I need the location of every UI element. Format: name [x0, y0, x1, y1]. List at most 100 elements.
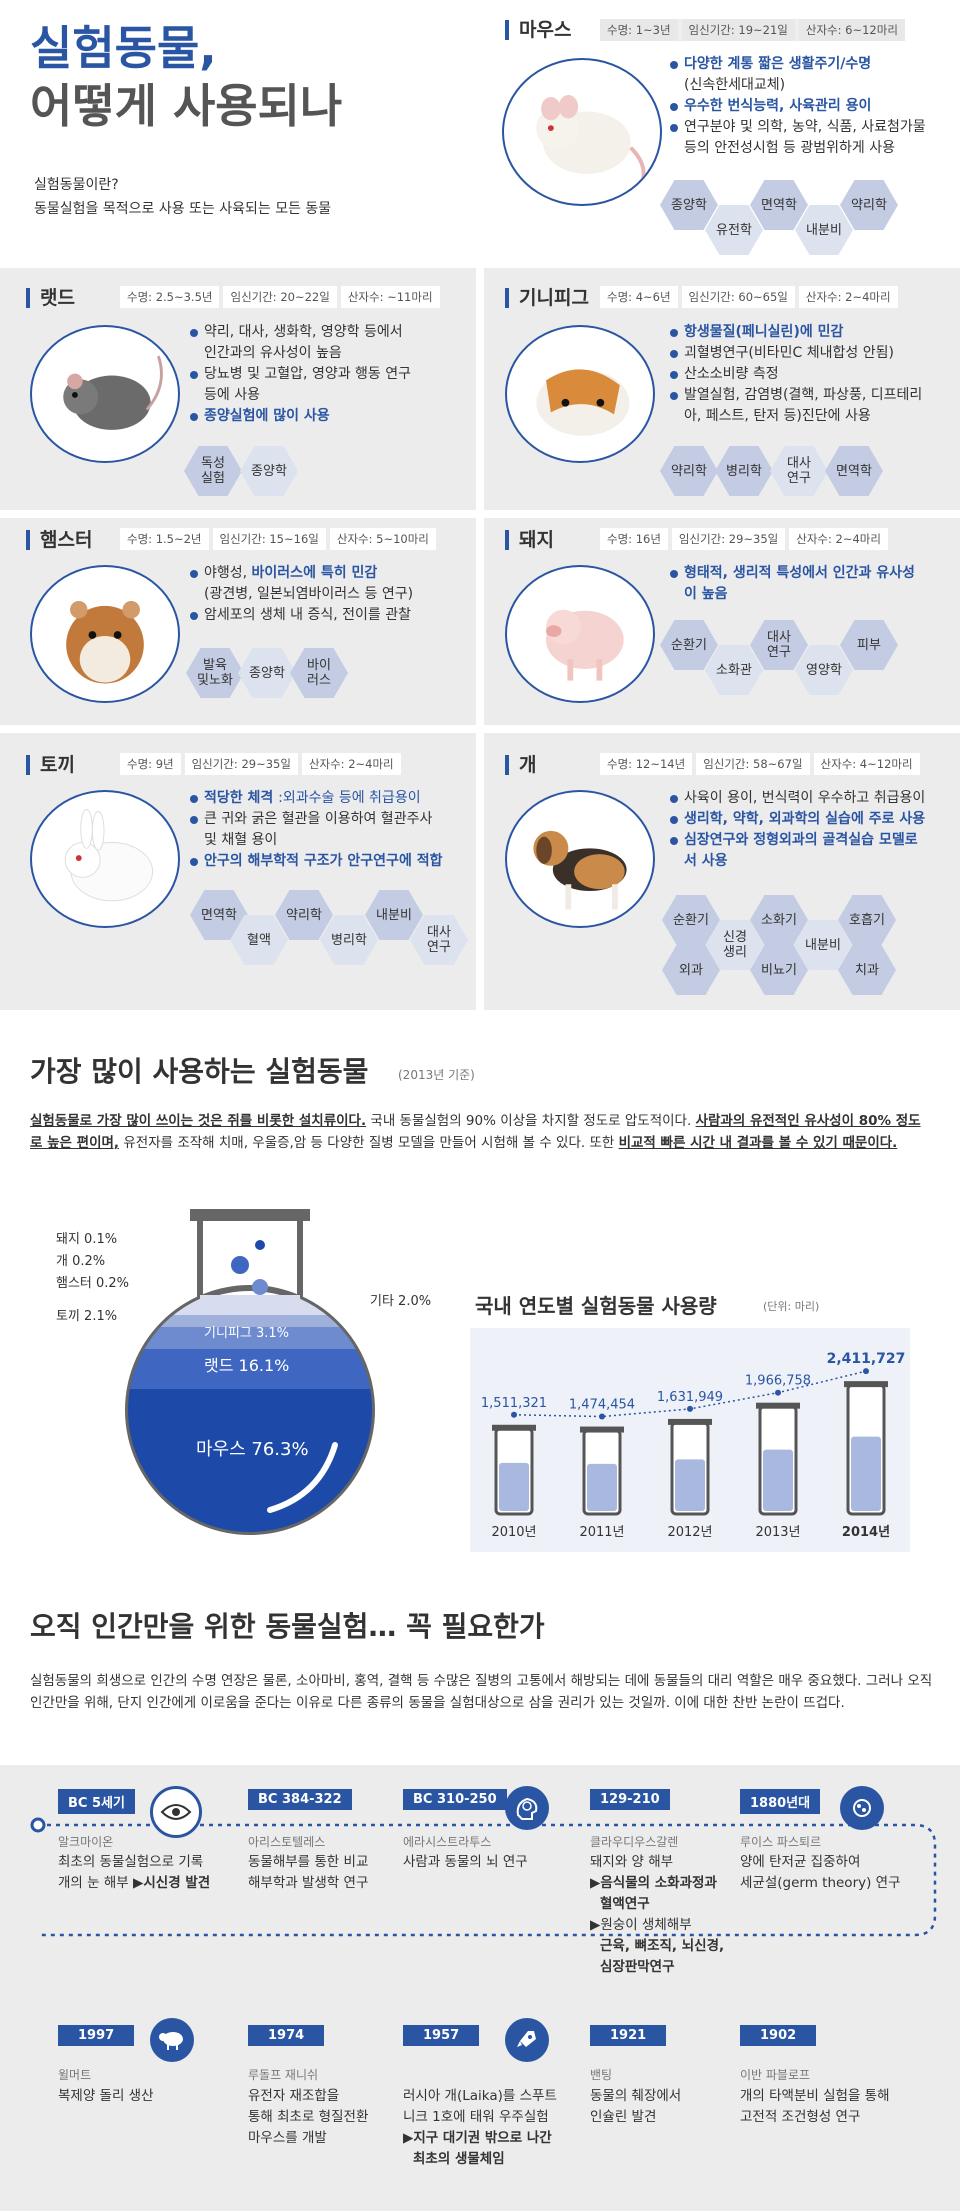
tl-e4-tag: 129-210: [590, 1789, 670, 1810]
guinea-stats: 수명: 4~6년 임신기간: 60~65일 산자수: 2~4마리: [600, 286, 898, 308]
hamster-gestation: 임신기간: 15~16일: [212, 528, 326, 550]
rabbit-b3: 안구의 해부학적 구조가 안구연구에 적합: [190, 851, 470, 872]
flask-label-dog: 개 0.2%: [56, 1254, 106, 1269]
tube-cap-3: [756, 1402, 800, 1409]
tube-fill-4: [851, 1436, 881, 1511]
tl-e6-tag: 1997: [58, 2025, 135, 2046]
dog-gestation: 임신기간: 58~67일: [696, 753, 810, 775]
pig-litter: 산자수: 2~4마리: [789, 528, 888, 550]
rat-gestation: 임신기간: 20~22일: [223, 286, 337, 308]
guinea-title: 기니피그: [505, 288, 589, 308]
mouse-lifespan: 수명: 1~3년: [600, 19, 678, 41]
hamster-b1a: 야행성,: [204, 565, 252, 581]
hamster-b1-cont: (광견병, 일본뇌염바이러스 등 연구): [204, 586, 414, 602]
value-label-3: 1,966,758: [745, 1374, 811, 1389]
hamster-litter: 산자수: 5~10마리: [329, 528, 436, 550]
dog-b3: 심장연구와 정형외과의 골격실습 모델로: [670, 830, 955, 851]
tube-cap-2: [668, 1418, 712, 1425]
tl-e4-text: 돼지와 양 해부 ▶음식물의 소화과정과 혈액연구 ▶원숭이 생체해부 근육, …: [590, 1852, 724, 1978]
pig-tag-nutrition: 영양학: [795, 645, 853, 695]
definition-text: 동물실험을 목적으로 사용 또는 사육되는 모든 동물: [34, 201, 332, 217]
rat-litter: 산자수: ~11마리: [340, 286, 440, 308]
rabbit-desc: 적당한 체격 :외과수술 등에 취급용이 큰 귀와 굵은 혈관을 이용하여 혈관…: [190, 788, 470, 872]
tl-e1-l2b: ▶시신경 발견: [132, 1875, 211, 1891]
flask-label-rat: 랫드 16.1%: [204, 1356, 290, 1375]
mouse-tag-genetics: 유전학: [705, 205, 763, 255]
tl-e5-text: 양에 탄저균 집중하여 세균설(germ theory) 연구: [740, 1852, 901, 1894]
dog-photo: [505, 790, 655, 928]
tl-e6-text: 복제양 돌리 생산: [58, 2086, 154, 2107]
mouse-b2: 우수한 번식능력, 사육관리 용이: [670, 96, 955, 117]
flask-highlight: [267, 1442, 338, 1513]
usage-flask: [125, 1209, 375, 1535]
flask-label-guinea: 기니피그 3.1%: [204, 1326, 289, 1341]
mouse-tag-immunology: 면역학: [750, 180, 808, 230]
flask-layer-mouse: [128, 1389, 372, 1532]
usage-subtitle: (2013년 기준): [398, 1068, 475, 1082]
mouse-gestation: 임신기간: 19~21일: [681, 19, 795, 41]
main-title-2: 어떻게 사용되나: [30, 79, 343, 133]
divider-v: [476, 268, 484, 1010]
rabbit-litter: 산자수: 2~4마리: [301, 753, 401, 775]
tl-e2-tag: BC 384-322: [248, 1789, 352, 1810]
guinea-gestation: 임신기간: 60~65일: [681, 286, 795, 308]
tl-e4-l4: ▶원숭이 생체해부: [590, 1917, 692, 1933]
ethics-body: 실험동물의 희생으로 인간의 수명 연장은 물론, 소아마비, 홍역, 결핵 등…: [30, 1673, 933, 1711]
pig-photo: [505, 565, 655, 703]
flask-label-mouse: 마우스 76.3%: [196, 1439, 309, 1460]
hamster-desc: 야행성, 바이러스에 특히 민감 (광견병, 일본뇌염바이러스 등 연구) 암세…: [190, 563, 470, 626]
tl-e9-l1: 동물의 췌장에서: [590, 2088, 682, 2104]
tl-e7-l2: 통해 최초로 형질전환: [248, 2109, 369, 2125]
rat-lifespan: 수명: 2.5~3.5년: [120, 286, 220, 308]
tl-e4-name: 클라우디우스갈렌: [590, 1835, 679, 1849]
tube-fill-2: [675, 1459, 705, 1511]
usage-p3: 사람과의 유전적인 유사성이 80% 정도로 높은 편이며,: [30, 1113, 921, 1151]
usage-p4: 유전자를 조작해 치매, 우울증,암 등 다양한 질병 모델을 만들어 시험해 …: [119, 1135, 619, 1151]
guinea-b2: 괴혈병연구(비타민C 체내합성 안됨): [670, 343, 955, 364]
hamster-stats: 수명: 1.5~2년 임신기간: 15~16일 산자수: 5~10마리: [120, 528, 436, 550]
mouse-stats: 수명: 1~3년 임신기간: 19~21일 산자수: 6~12마리: [600, 19, 905, 41]
mouse-tag-pharmacology: 약리학: [840, 180, 898, 230]
ethics-title: 오직 인간만을 위한 동물실험… 꼭 필요한가: [30, 1610, 545, 1643]
rabbit-b2: 큰 귀와 굵은 혈관을 이용하여 혈관주사: [190, 809, 470, 830]
brain-icon: [505, 1786, 549, 1830]
hamster-b2: 암세포의 생체 내 증식, 전이를 관찰: [190, 605, 470, 626]
tl-e3-tag: BC 310-250: [403, 1789, 507, 1810]
sheep-icon: [150, 2018, 194, 2062]
pig-tag-digestive: 소화관: [705, 645, 763, 695]
dog-litter: 산자수: 4~12마리: [813, 753, 920, 775]
tube-cap-1: [580, 1426, 624, 1433]
tl-e7-l3: 마우스를 개발: [248, 2130, 327, 2146]
tl-e5-name: 루이스 파스퇴르: [740, 1835, 822, 1849]
pig-b1-cont: 이 높음: [684, 586, 728, 602]
definition-question: 실험동물이란?: [34, 177, 119, 193]
tube-fill-1: [587, 1463, 617, 1511]
tl-e1-l2: 개의 눈 해부 ▶시신경 발견: [58, 1873, 210, 1894]
tl-e7-tag: 1974: [248, 2025, 325, 2046]
mouse-litter: 산자수: 6~12마리: [798, 19, 905, 41]
dog-tag-digestive: 소화기: [750, 895, 808, 945]
rocket-icon: [505, 2018, 549, 2062]
data-point-0: [511, 1411, 517, 1418]
tl-e5-l1: 양에 탄저균 집중하여: [740, 1854, 861, 1870]
pig-tag-circulatory: 순환기: [660, 620, 718, 670]
tl-e1-l1: 최초의 동물실험으로 기록: [58, 1854, 204, 1870]
pig-lifespan: 수명: 16년: [600, 528, 668, 550]
guinea-tag-metabolism: 대사 연구: [770, 446, 828, 496]
guinea-b1: 항생물질(페니실린)에 민감: [670, 322, 955, 343]
category-label-4: 2014년: [842, 1525, 890, 1540]
trend-line: [513, 1370, 867, 1418]
hamster-illustration: [66, 600, 144, 684]
pig-b1: 형태적, 생리적 특성에서 인간과 유사성: [670, 563, 955, 584]
rat-b1: 약리, 대사, 생화학, 영양학 등에서: [190, 322, 470, 343]
timeline-path: [30, 1817, 937, 1937]
tl-e8-l1: 러시아 개(Laika)를 스푸트: [403, 2088, 557, 2104]
category-label-0: 2010년: [491, 1525, 536, 1540]
tl-e10-name: 이반 파블로프: [740, 2068, 811, 2082]
flask-bubble-pig: [255, 1240, 265, 1250]
tube-chart: 1,511,321 2010년 1,474,454 2011년 1,631,949 201…: [470, 1328, 910, 1552]
tl-e9-tag: 1921: [590, 2025, 667, 2046]
hamster-b1: 야행성, 바이러스에 특히 민감: [190, 563, 470, 584]
tl-e5-l2: 세균설(germ theory) 연구: [740, 1875, 901, 1891]
rabbit-photo: [30, 790, 180, 928]
